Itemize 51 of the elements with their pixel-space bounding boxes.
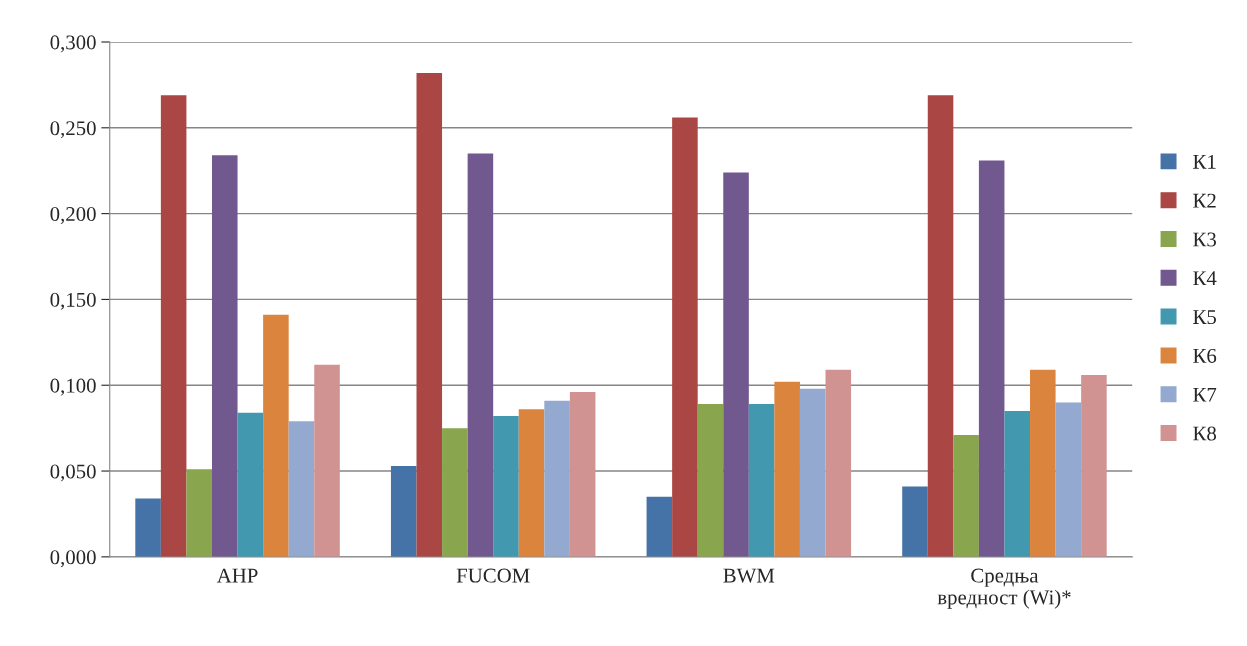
legend-label: К7 xyxy=(1193,387,1217,402)
x-tick-label: AHP xyxy=(216,568,258,583)
bar xyxy=(978,160,1005,557)
bar xyxy=(237,412,264,557)
y-tick-label: 0,050 xyxy=(50,464,96,482)
legend-label: К4 xyxy=(1193,271,1217,286)
legend-label: К6 xyxy=(1193,348,1217,363)
legend-label: К8 xyxy=(1193,426,1217,441)
bar xyxy=(288,421,315,557)
y-tick-label: 0,150 xyxy=(50,292,96,310)
bar xyxy=(1081,374,1107,557)
legend-label: К2 xyxy=(1193,193,1216,208)
bar xyxy=(467,153,494,557)
bar xyxy=(825,369,852,557)
bar xyxy=(953,435,979,557)
bar xyxy=(799,388,826,557)
bar xyxy=(416,72,443,557)
x-tick-label: Средња вредност (Wi)* xyxy=(937,568,1071,609)
bar xyxy=(697,404,724,557)
legend-label: К3 xyxy=(1193,232,1216,247)
bar xyxy=(927,95,954,557)
bar xyxy=(902,486,928,557)
bar xyxy=(1004,410,1031,557)
x-tick-label: BWM xyxy=(723,568,775,583)
bar xyxy=(518,409,545,557)
y-tick-label: 0,250 xyxy=(50,121,96,139)
bar xyxy=(748,404,775,557)
bar xyxy=(544,400,570,557)
bar xyxy=(314,364,340,557)
y-tick-label: 0,100 xyxy=(50,378,96,396)
bar xyxy=(493,416,519,557)
bar xyxy=(774,381,800,557)
legend-label: К1 xyxy=(1193,154,1216,169)
legend-label: К5 xyxy=(1193,310,1216,325)
bar xyxy=(390,465,417,557)
bar xyxy=(442,428,468,557)
y-tick-label: 0,200 xyxy=(50,206,96,225)
bar xyxy=(646,496,673,557)
y-tick-label: 0,300 xyxy=(50,35,96,53)
x-tick-label: FUCOM xyxy=(456,568,530,583)
bar xyxy=(1055,402,1082,557)
y-tick-label: 0,000 xyxy=(50,550,96,568)
bar xyxy=(569,392,596,557)
bar xyxy=(723,172,749,557)
bar xyxy=(135,498,161,557)
bar xyxy=(160,95,187,557)
bar xyxy=(263,314,289,557)
bar xyxy=(1030,369,1056,557)
bar xyxy=(672,117,698,557)
bar xyxy=(186,469,212,557)
bar xyxy=(211,155,238,557)
